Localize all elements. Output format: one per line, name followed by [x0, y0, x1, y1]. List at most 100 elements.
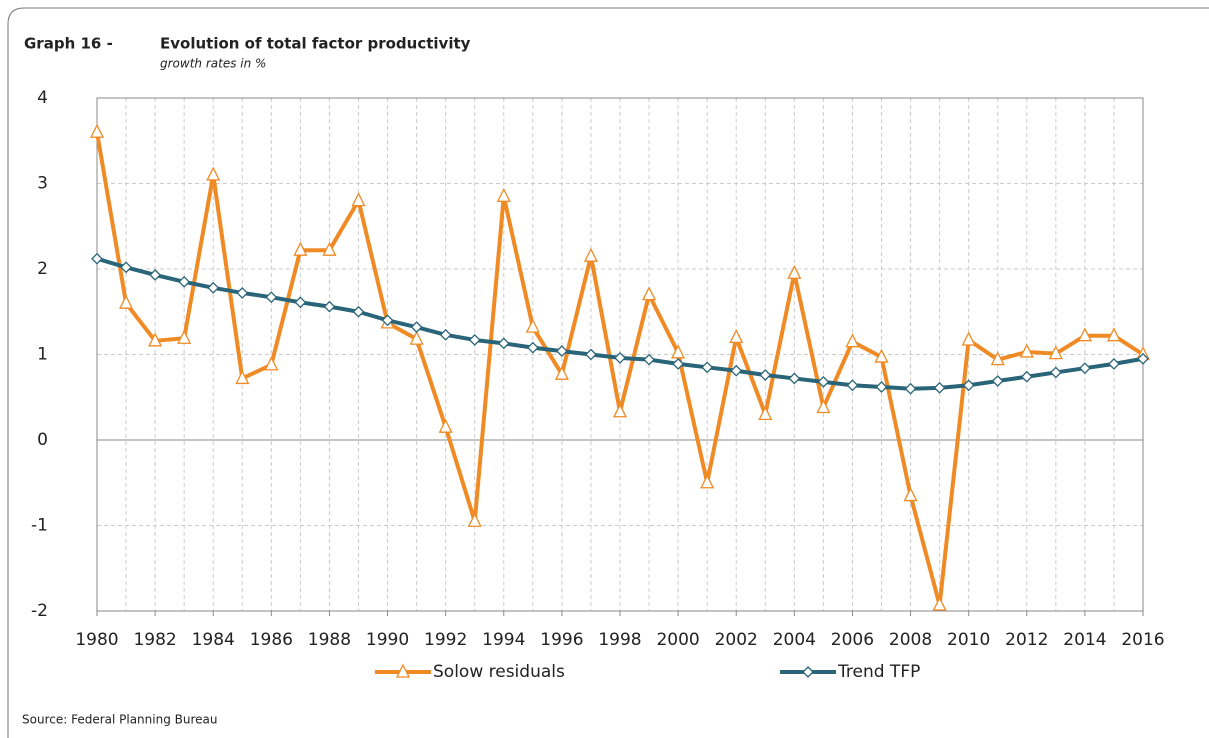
legend-marker: [802, 666, 814, 678]
data-point: [845, 333, 860, 348]
data-point: [672, 357, 685, 370]
data-point: [642, 286, 657, 301]
data-point: [410, 321, 423, 334]
data-point: [817, 375, 830, 388]
data-point: [758, 405, 773, 420]
x-tick-label: 2002: [715, 630, 758, 650]
y-tick-label: 1: [37, 345, 48, 365]
data-point: [1108, 357, 1120, 370]
data-point: [525, 318, 540, 333]
x-tick-label: 1982: [133, 630, 176, 650]
data-point: [816, 399, 831, 414]
data-point: [555, 345, 568, 357]
data-point: [991, 375, 1004, 387]
data-point: [235, 369, 250, 385]
data-point: [962, 379, 975, 392]
data-point: [265, 291, 278, 304]
data-point: [323, 300, 336, 313]
data-point: [496, 187, 511, 202]
data-point: [904, 382, 917, 395]
data-point: [1078, 362, 1091, 375]
x-tick-label: 2014: [1063, 630, 1106, 650]
data-point: [671, 344, 686, 359]
data-point: [583, 247, 598, 262]
data-point: [874, 348, 889, 363]
data-point: [352, 305, 365, 318]
data-point: [178, 275, 191, 288]
data-point: [903, 487, 918, 502]
data-point: [730, 364, 743, 377]
x-tick-label: 1984: [192, 630, 235, 650]
y-tick-label: -2: [31, 601, 48, 621]
data-point: [729, 328, 744, 344]
x-tick-label: 2006: [831, 630, 874, 650]
data-point: [875, 381, 888, 393]
x-tick-label: 1994: [482, 630, 525, 650]
data-point: [585, 348, 597, 361]
x-tick-label: 2012: [1005, 630, 1048, 650]
x-tick-label: 2010: [947, 630, 990, 650]
data-point: [409, 330, 424, 345]
data-point: [1020, 370, 1033, 383]
x-tick-label: 1998: [598, 630, 641, 650]
data-point: [961, 331, 976, 346]
data-point: [467, 512, 482, 527]
data-point: [381, 314, 394, 327]
data-point: [612, 403, 628, 418]
chart-subtitle: growth rates in %: [160, 57, 266, 71]
data-point: [759, 369, 772, 381]
y-tick-label: 4: [37, 88, 48, 108]
data-point: [526, 341, 539, 354]
data-point: [149, 269, 162, 281]
data-point: [322, 241, 337, 256]
source: Source: Federal Planning Bureau: [22, 713, 218, 727]
data-point: [1106, 327, 1121, 342]
x-tick-label: 1980: [75, 630, 118, 650]
data-point: [148, 332, 163, 347]
x-tick-label: 1996: [540, 630, 583, 650]
data-point: [932, 596, 947, 611]
data-point: [933, 381, 946, 394]
graph-label: Graph 16 -: [24, 35, 113, 53]
data-point: [177, 329, 192, 344]
y-tick-label: 3: [37, 174, 48, 194]
y-tick-label: 2: [37, 259, 48, 279]
data-point: [700, 474, 715, 489]
data-point: [207, 281, 220, 294]
data-point: [788, 372, 801, 385]
data-point: [1019, 343, 1034, 358]
data-point: [438, 418, 453, 433]
data-point: [294, 296, 307, 309]
legend-label: Solow residuals: [433, 662, 565, 682]
data-point: [89, 123, 105, 138]
data-point: [990, 351, 1005, 366]
data-point: [120, 261, 132, 274]
x-tick-label: 1990: [366, 630, 409, 650]
legend-label: Trend TFP: [837, 662, 920, 682]
data-point: [554, 365, 569, 380]
x-tick-label: 2016: [1121, 630, 1164, 650]
y-tick-label: 0: [37, 430, 48, 450]
x-tick-label: 2000: [656, 630, 699, 650]
data-point: [1077, 327, 1092, 342]
data-point: [614, 352, 626, 364]
x-tick-label: 1986: [250, 630, 293, 650]
data-point: [468, 334, 481, 346]
data-point: [1048, 345, 1063, 360]
data-point: [351, 192, 366, 207]
data-point: [236, 287, 249, 299]
x-tick-label: 2008: [889, 630, 932, 650]
y-tick-label: -1: [31, 516, 48, 536]
x-tick-label: 1988: [308, 630, 351, 650]
data-point: [293, 241, 308, 256]
x-tick-label: 1992: [424, 630, 467, 650]
data-point: [264, 356, 279, 371]
data-point: [1049, 366, 1062, 379]
x-tick-label: 2004: [773, 630, 816, 650]
legend-marker: [395, 663, 411, 678]
data-point: [119, 294, 134, 309]
data-point: [1137, 352, 1149, 365]
data-point: [497, 337, 510, 350]
data-point: [846, 379, 859, 392]
data-point: [439, 328, 452, 341]
